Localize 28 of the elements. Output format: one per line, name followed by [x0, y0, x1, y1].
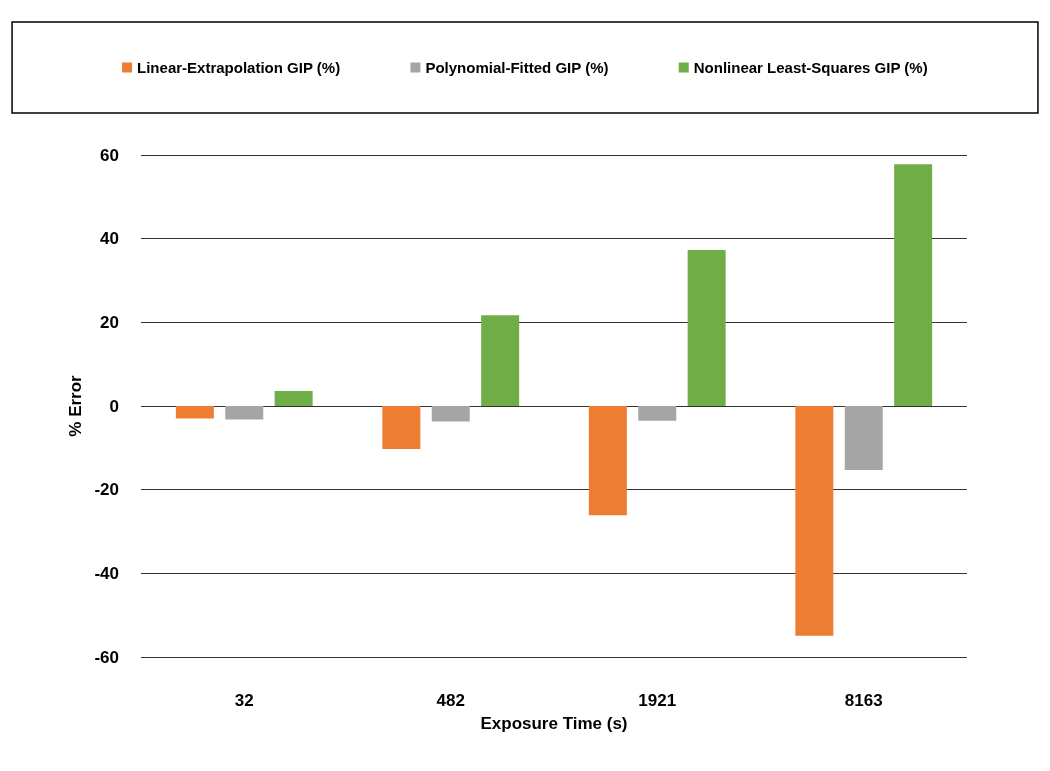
bar — [687, 249, 726, 406]
x-tick-label: 482 — [436, 691, 465, 710]
x-tick-label: 32 — [234, 691, 254, 710]
y-tick-label: 40 — [100, 229, 119, 249]
y-tick-label: -20 — [94, 480, 119, 500]
x-tick-label: 8163 — [844, 691, 883, 710]
bar — [795, 406, 834, 636]
y-tick-label: 0 — [109, 396, 119, 416]
bar — [588, 406, 627, 516]
y-axis-title: % Error — [65, 374, 85, 437]
legend-label: Linear-Extrapolation GIP (%) — [137, 59, 341, 76]
y-tick-label: -60 — [94, 647, 119, 667]
bar — [844, 406, 883, 471]
bar — [638, 406, 677, 421]
x-axis-title: Exposure Time (s) — [480, 714, 628, 733]
bar — [225, 406, 264, 420]
bar — [382, 406, 421, 450]
bar — [274, 390, 313, 406]
legend-label: Polynomial-Fitted GIP (%) — [425, 59, 609, 76]
legend-label: Nonlinear Least-Squares GIP (%) — [693, 59, 928, 76]
y-tick-label: 60 — [100, 145, 119, 165]
y-tick-label: -40 — [94, 563, 119, 583]
bar — [175, 406, 214, 419]
bar — [481, 315, 520, 406]
bar — [431, 406, 470, 422]
y-tick-label: 20 — [100, 312, 119, 332]
x-tick-label: 1921 — [638, 691, 677, 710]
bar — [894, 164, 933, 406]
